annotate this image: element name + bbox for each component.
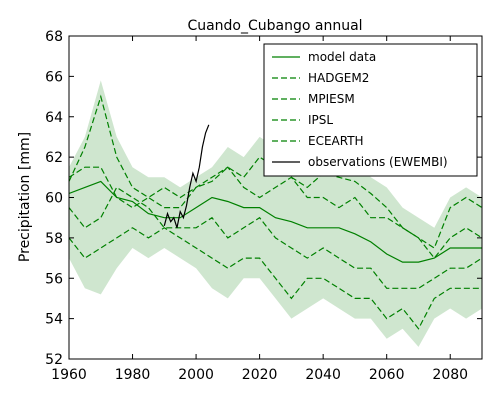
series-line-mpiesm bbox=[69, 186, 482, 289]
x-tick-label: 2060 bbox=[369, 367, 405, 383]
y-tick-label: 64 bbox=[45, 110, 63, 126]
x-tick-label: 1980 bbox=[115, 367, 151, 383]
y-tick-label: 58 bbox=[45, 231, 63, 247]
y-tick-label: 60 bbox=[45, 191, 63, 207]
x-tick-label: 2080 bbox=[432, 367, 468, 383]
x-tick-label: 2040 bbox=[305, 367, 341, 383]
y-tick-label: 54 bbox=[45, 312, 63, 328]
series-line-observations-ewembi bbox=[163, 124, 210, 228]
x-tick-label: 1960 bbox=[51, 367, 87, 383]
y-tick-label: 62 bbox=[45, 150, 63, 166]
y-axis-label: Precipitation [mm] bbox=[17, 132, 33, 262]
y-tick-label: 52 bbox=[45, 352, 63, 368]
legend-label: observations (EWEMBI) bbox=[308, 155, 448, 169]
legend-label: ECEARTH bbox=[308, 134, 364, 148]
legend-label: MPIESM bbox=[308, 92, 355, 106]
legend: model data HADGEM2 MPIESM IPSL ECEARTH observ… bbox=[263, 43, 478, 177]
axes: 1960 1980 2000 2020 2040 2060 2080 52 54 56 58 60 62… bbox=[45, 29, 483, 383]
model-range-band bbox=[69, 80, 482, 347]
series-line-hadgem2 bbox=[69, 94, 482, 249]
plot-area bbox=[69, 80, 482, 347]
legend-label: HADGEM2 bbox=[308, 71, 369, 85]
y-tick-label: 66 bbox=[45, 69, 63, 85]
legend-label: IPSL bbox=[308, 113, 333, 127]
x-tick-label: 2020 bbox=[242, 367, 278, 383]
series-line-ecearth bbox=[69, 227, 482, 330]
chart-title: Cuando_Cubango annual bbox=[187, 18, 362, 34]
series-line-model-data bbox=[69, 180, 482, 263]
y-tick-label: 68 bbox=[45, 29, 63, 45]
y-tick-label: 56 bbox=[45, 271, 63, 287]
legend-label: model data bbox=[308, 50, 376, 64]
plot-content bbox=[69, 80, 482, 347]
x-tick-label: 2000 bbox=[178, 367, 214, 383]
series-line-ipsl bbox=[69, 166, 482, 260]
legend-box bbox=[263, 43, 478, 177]
